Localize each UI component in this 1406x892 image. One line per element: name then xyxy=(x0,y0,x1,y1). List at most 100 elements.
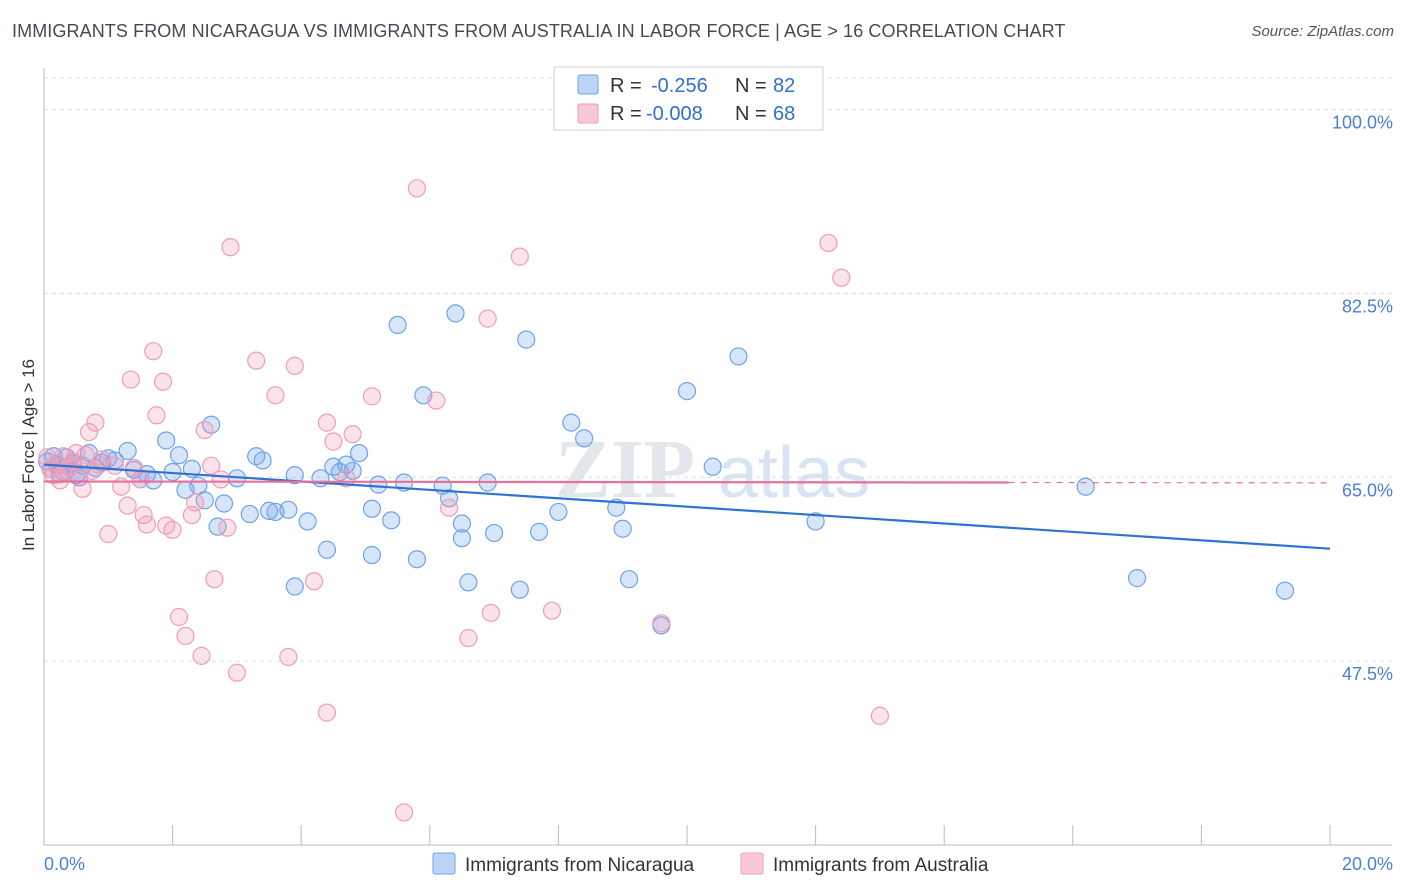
legend-r-label-1: R = xyxy=(610,103,642,125)
nicaragua-point xyxy=(253,451,272,470)
australia-point xyxy=(134,505,153,525)
australia-point xyxy=(478,309,497,328)
nicaragua-point xyxy=(285,577,304,596)
australia-point xyxy=(195,420,214,440)
australia-point xyxy=(153,372,173,391)
legend-r-label-0: R = xyxy=(610,75,642,97)
nicaragua-point xyxy=(1275,581,1295,600)
nicaragua-point xyxy=(317,540,337,559)
legend-swatch-australia xyxy=(577,103,599,124)
australia-point xyxy=(186,493,205,512)
australia-point xyxy=(324,432,343,451)
nicaragua-point xyxy=(806,512,825,531)
australia-point xyxy=(86,413,105,432)
australia-point xyxy=(192,646,211,665)
bottom-legend-label-australia: Immigrants from Australia xyxy=(773,855,989,876)
australia-point xyxy=(279,647,298,667)
australia-point xyxy=(137,515,156,534)
legend-r-value-1: -0.008 xyxy=(646,103,703,125)
australia-point xyxy=(176,626,195,646)
nicaragua-point xyxy=(530,522,549,541)
nicaragua-point xyxy=(407,550,427,569)
y-tick-label: 82.5% xyxy=(1342,296,1393,316)
nicaragua-point xyxy=(575,429,594,448)
australia-point xyxy=(542,601,562,620)
nicaragua-point xyxy=(157,431,176,450)
legend-r-value-0: -0.256 xyxy=(651,75,708,97)
nicaragua-point xyxy=(620,570,639,589)
legend-n-label-1: N = xyxy=(735,103,767,125)
australia-point xyxy=(105,456,124,475)
australia-point xyxy=(427,391,446,410)
nicaragua-point xyxy=(214,494,234,513)
nicaragua-point xyxy=(549,502,568,522)
australia-point xyxy=(169,607,189,627)
australia-point xyxy=(652,614,671,633)
australia-point xyxy=(407,179,427,198)
nicaragua-point xyxy=(362,499,382,518)
australia-point xyxy=(362,387,382,406)
nicaragua-point xyxy=(677,382,697,401)
australia-point xyxy=(304,572,324,591)
series-legend: Immigrants from Nicaragua Immigrants fro… xyxy=(432,852,989,876)
nicaragua-point xyxy=(485,523,504,543)
australia-point xyxy=(439,498,459,517)
australia-point xyxy=(89,455,108,474)
nicaragua-point xyxy=(562,413,581,432)
australia-point xyxy=(121,370,140,389)
bottom-legend-swatch-nicaragua xyxy=(432,852,456,875)
y-tick-label: 100.0% xyxy=(1332,113,1393,133)
legend-box xyxy=(553,66,824,131)
nicaragua-point xyxy=(208,517,227,536)
australia-point xyxy=(459,628,478,648)
australia-point xyxy=(76,446,95,465)
nicaragua-point xyxy=(613,519,632,538)
australia-point xyxy=(202,456,221,475)
nicaragua-point xyxy=(459,573,478,592)
australia-point xyxy=(227,663,246,682)
nicaragua-trend-line xyxy=(43,463,1331,550)
nicaragua-point xyxy=(369,475,388,494)
nicaragua-point xyxy=(388,315,407,335)
australia-trend-line xyxy=(43,480,1009,484)
nicaragua-point xyxy=(452,514,472,533)
australia-point xyxy=(73,479,92,498)
australia-point xyxy=(832,268,851,287)
nicaragua-point xyxy=(1127,569,1147,588)
nicaragua-point xyxy=(169,446,189,465)
australia-point xyxy=(870,706,890,725)
nicaragua-point xyxy=(607,498,626,517)
australia-point xyxy=(317,413,337,432)
correlation-legend: R = -0.256 N = 82 R = -0.008 N = 68 xyxy=(553,66,824,131)
australia-point xyxy=(144,342,163,361)
australia-point xyxy=(147,406,166,425)
source-credit: Source: ZipAtlas.com xyxy=(1251,23,1394,40)
y-tick-label: 65.0% xyxy=(1342,480,1393,500)
nicaragua-point xyxy=(343,461,362,481)
nicaragua-point xyxy=(517,330,536,349)
australia-point xyxy=(266,386,285,405)
y-tick-labels: 47.5% 65.0% 82.5% 100.0% xyxy=(1332,113,1393,685)
nicaragua-point xyxy=(240,504,259,524)
chart-title: IMMIGRANTS FROM NICARAGUA VS IMMIGRANTS … xyxy=(12,21,1066,41)
y-tick-label: 47.5% xyxy=(1342,664,1393,684)
nicaragua-point xyxy=(452,529,472,548)
trend-lines xyxy=(43,463,1331,550)
axes xyxy=(43,68,1392,846)
nicaragua-point xyxy=(118,441,137,461)
bottom-legend-swatch-australia xyxy=(740,852,764,875)
nicaragua-point xyxy=(362,545,382,565)
nicaragua-point xyxy=(446,304,465,323)
australia-point xyxy=(819,233,838,253)
nicaragua-point xyxy=(382,511,401,530)
australia-point xyxy=(205,570,224,589)
australia-point xyxy=(285,356,304,375)
nicaragua-point xyxy=(1076,477,1095,496)
australia-point xyxy=(124,458,144,477)
y-axis-label: In Labor Force | Age > 16 xyxy=(19,359,38,551)
nicaragua-point xyxy=(349,443,369,463)
australia-point xyxy=(211,470,230,489)
australia-point xyxy=(221,238,240,257)
nicaragua-point xyxy=(439,489,459,508)
australia-point xyxy=(510,247,529,266)
